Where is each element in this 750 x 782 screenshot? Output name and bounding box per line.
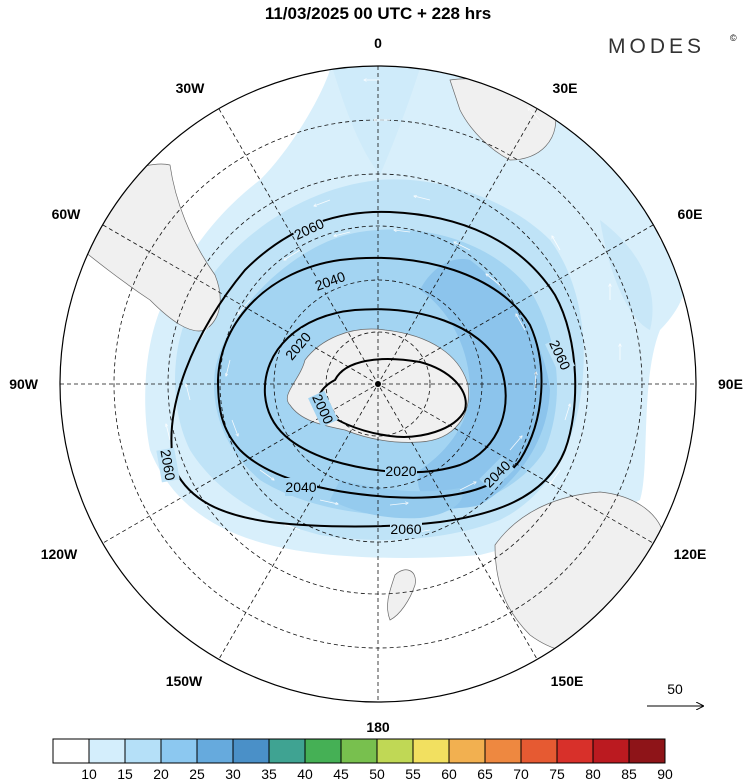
colorbar-tick-label: 75	[549, 766, 565, 782]
lon-label-120w: 120W	[41, 546, 78, 562]
colorbar-boxes	[52, 738, 666, 764]
colorbar-swatch	[88, 738, 126, 764]
colorbar-swatch	[232, 738, 270, 764]
colorbar-tick-label: 65	[477, 766, 493, 782]
height-contours	[170, 210, 577, 528]
colorbar-swatch	[412, 738, 450, 764]
colorbar-tick-label: 45	[333, 766, 349, 782]
colorbar-swatch	[376, 738, 414, 764]
reference-vector: 50	[647, 681, 703, 706]
colorbar-swatch	[52, 738, 90, 764]
colorbar-swatch	[304, 738, 342, 764]
colorbar-swatch	[160, 738, 198, 764]
colorbar-swatch	[196, 738, 234, 764]
contour-label-2020-b: 2020	[385, 463, 416, 479]
colorbar-tick-label: 80	[585, 766, 601, 782]
contour-label-2060-d: 2060	[390, 521, 421, 537]
contour-label-2060-c: 2060	[157, 448, 178, 482]
colorbar-swatch	[628, 738, 666, 764]
colorbar-tick-label: 90	[657, 766, 673, 782]
lon-label-60w: 60W	[52, 206, 82, 222]
colorbar-tick-label: 20	[153, 766, 169, 782]
lon-label-150w: 150W	[166, 673, 203, 689]
modes-logo-mark: ©	[730, 33, 737, 43]
contour-label-2040-b: 2040	[285, 479, 316, 495]
colorbar-tick-label: 60	[441, 766, 457, 782]
reference-vector-label: 50	[667, 681, 683, 697]
south-pole-marker	[375, 381, 381, 387]
contour-2040	[216, 256, 543, 499]
colorbar-swatch	[484, 738, 522, 764]
contour-2020	[263, 308, 507, 474]
colorbar: 10 15 20 25 30 35 40 45 50 55 60 65 70 75 80 85 90	[52, 738, 673, 782]
modes-logo-text: MODES	[608, 35, 705, 58]
colorbar-swatch	[340, 738, 378, 764]
colorbar-tick-label: 10	[81, 766, 97, 782]
colorbar-tick-label: 55	[405, 766, 421, 782]
colorbar-ticks: 10 15 20 25 30 35 40 45 50 55 60 65 70 75 80 85 90	[81, 766, 673, 782]
lon-label-30e: 30E	[553, 80, 578, 96]
lon-label-180: 180	[366, 719, 390, 735]
map-title: 11/03/2025 00 UTC + 228 hrs	[265, 4, 491, 23]
colorbar-swatch	[556, 738, 594, 764]
colorbar-tick-label: 70	[513, 766, 529, 782]
lon-label-30w: 30W	[176, 80, 206, 96]
lon-label-60e: 60E	[678, 206, 703, 222]
longitude-labels: 0 180 90E 90W 30E 30W 60E 60W 120E 120W …	[9, 35, 743, 735]
modes-logo: MODES ©	[608, 33, 737, 58]
colorbar-tick-label: 40	[297, 766, 313, 782]
lon-label-90e: 90E	[718, 376, 743, 392]
colorbar-tick-label: 85	[621, 766, 637, 782]
colorbar-swatch	[268, 738, 306, 764]
new-zealand	[387, 569, 416, 621]
contour-2060	[170, 210, 577, 528]
colorbar-swatch	[124, 738, 162, 764]
map-boundary	[59, 65, 697, 703]
colorbar-swatch	[592, 738, 630, 764]
wind-vectors	[166, 80, 620, 533]
colorbar-tick-label: 25	[189, 766, 205, 782]
lon-label-120e: 120E	[674, 546, 707, 562]
colorbar-swatch	[448, 738, 486, 764]
lon-label-90w: 90W	[9, 376, 39, 392]
lon-label-150e: 150E	[551, 673, 584, 689]
colorbar-swatch	[520, 738, 558, 764]
colorbar-tick-label: 35	[261, 766, 277, 782]
colorbar-tick-label: 50	[369, 766, 385, 782]
lon-label-0: 0	[374, 35, 382, 51]
colorbar-tick-label: 30	[225, 766, 241, 782]
colorbar-tick-label: 15	[117, 766, 133, 782]
